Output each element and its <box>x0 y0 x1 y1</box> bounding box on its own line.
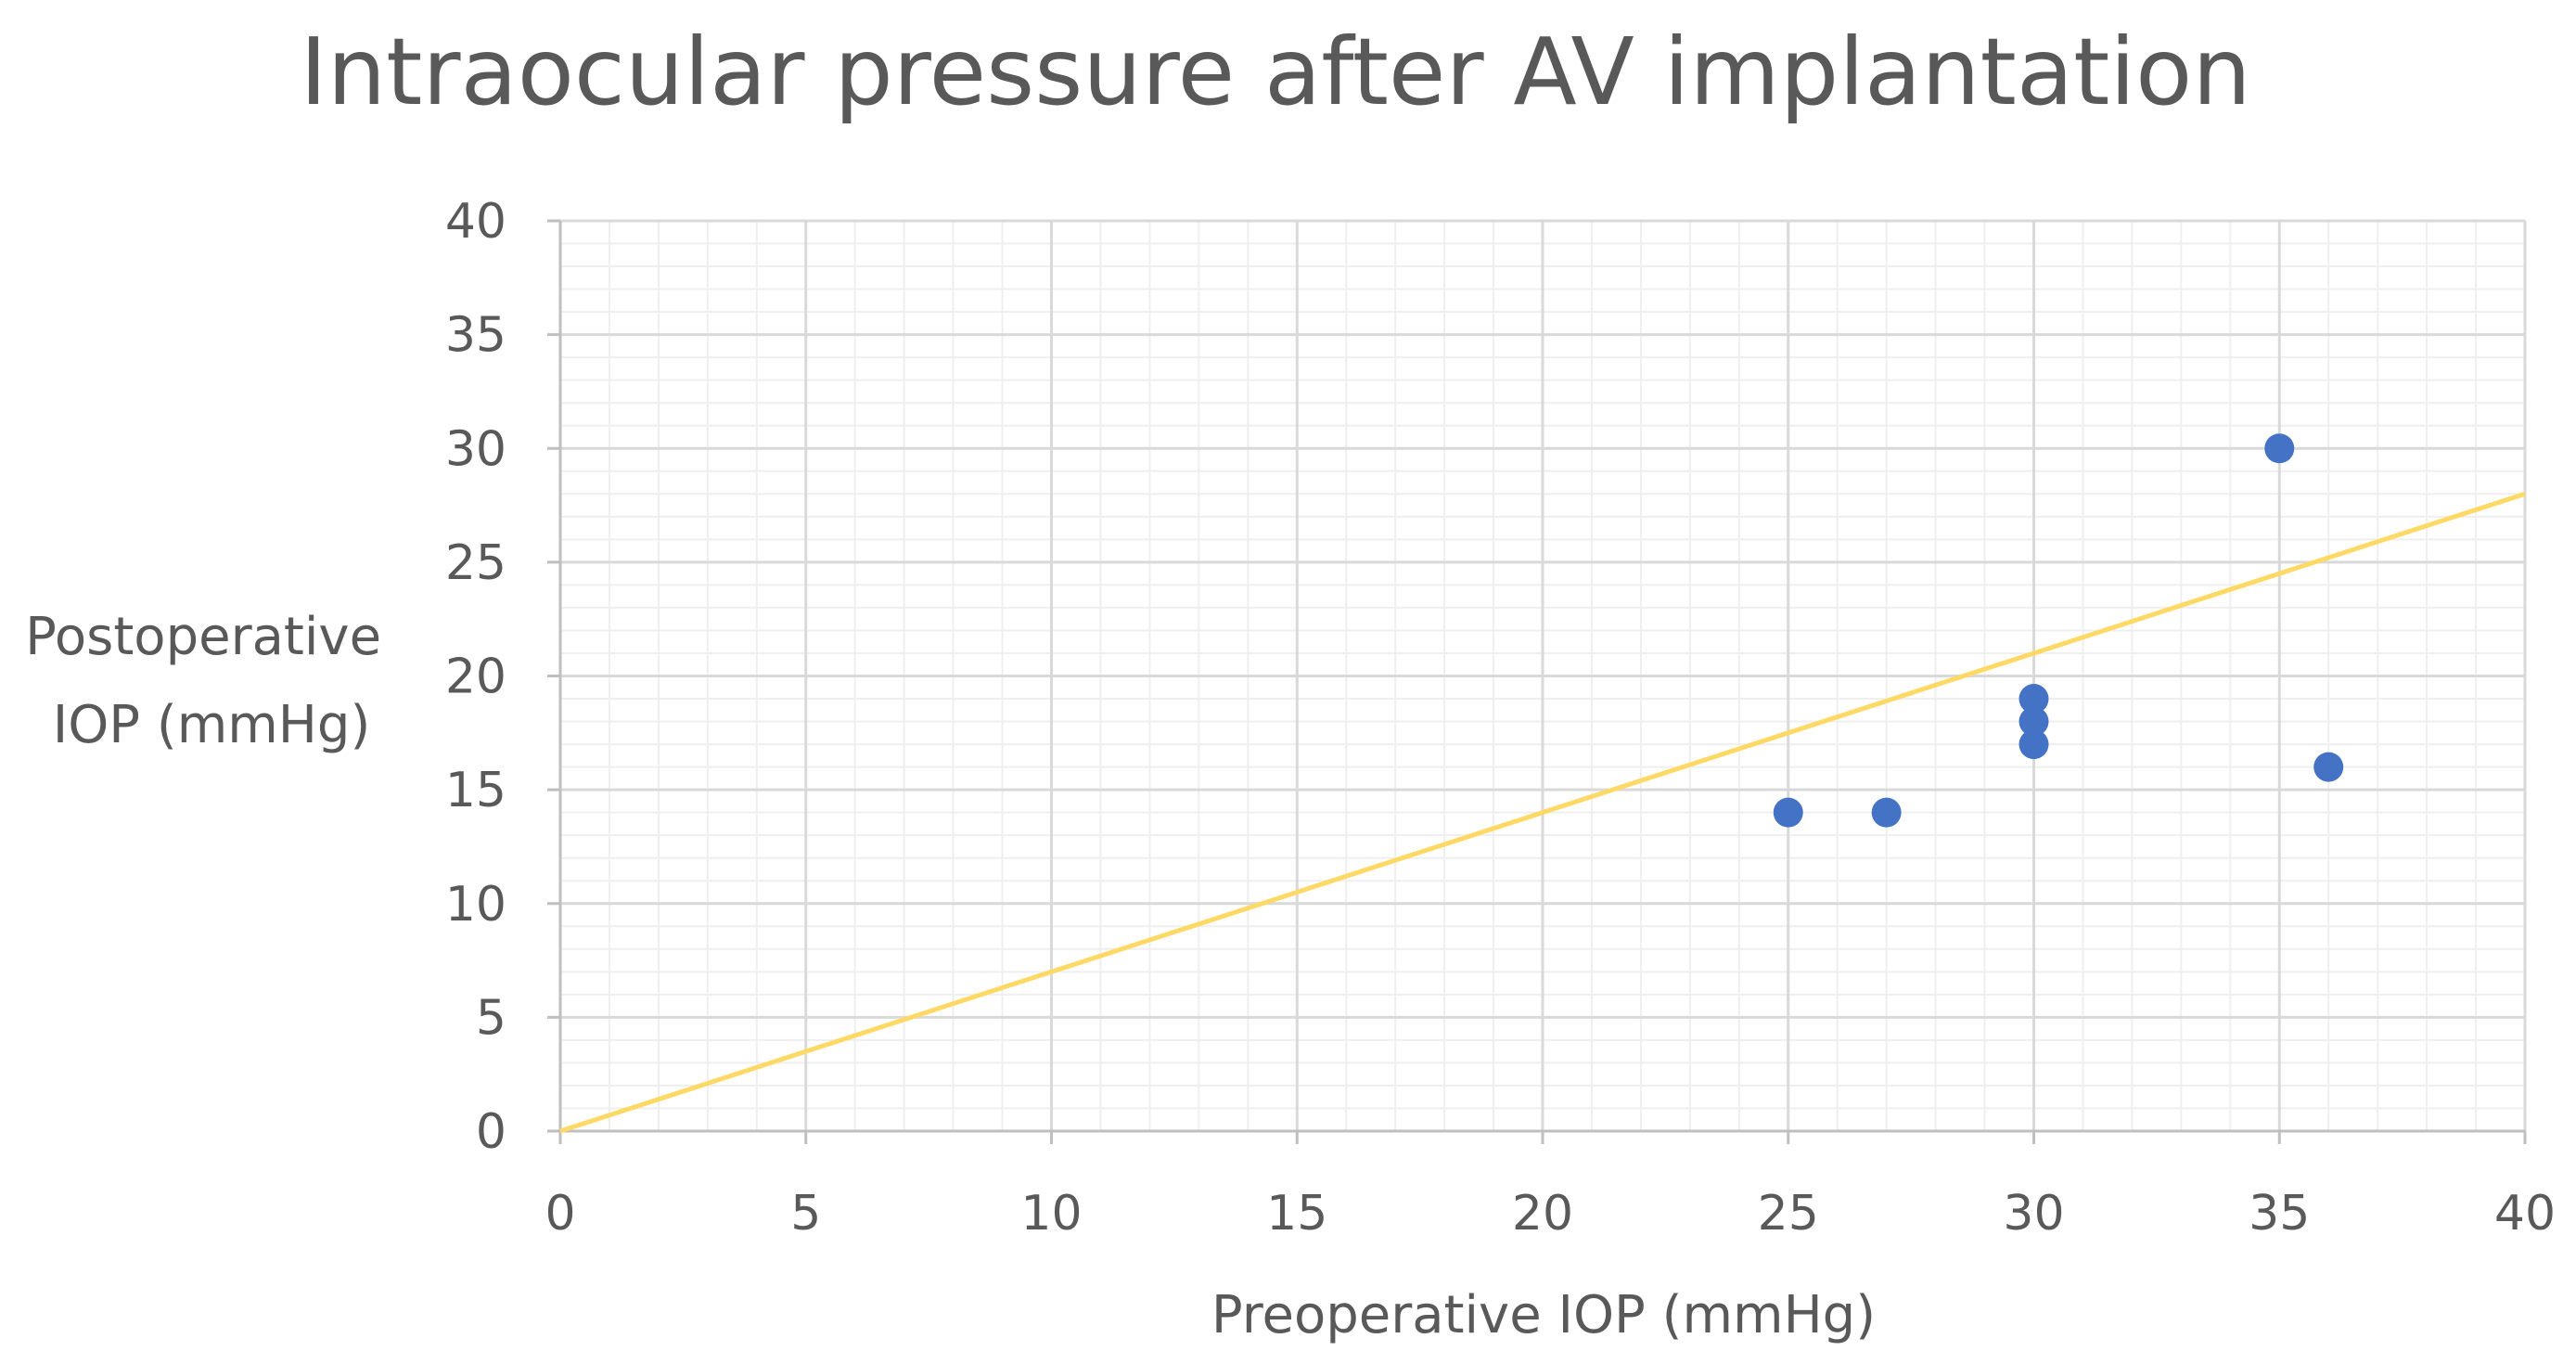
x-tick-label: 15 <box>1266 1186 1327 1242</box>
y-tick-label: 35 <box>445 308 506 364</box>
major-gridlines <box>560 219 2527 1131</box>
scatter-points-series <box>1773 433 2344 828</box>
axes <box>547 219 2527 1144</box>
x-tick-label: 5 <box>790 1186 821 1242</box>
y-axis-tick-labels: 0 5 10 15 20 25 30 35 40 <box>445 194 506 1160</box>
scatter-point <box>2264 433 2295 464</box>
y-tick-label: 10 <box>445 877 506 933</box>
x-tick-label: 0 <box>545 1186 575 1242</box>
chart-title: Intraocular pressure after AV implantati… <box>300 18 2250 126</box>
x-tick-label: 20 <box>1512 1186 1573 1242</box>
scatter-point <box>2019 729 2049 760</box>
scatter-point <box>1871 797 1902 828</box>
y-tick-label: 25 <box>445 535 506 591</box>
reference-line <box>559 491 2526 1134</box>
x-tick-label: 35 <box>2249 1186 2310 1242</box>
reference-line-series <box>559 491 2526 1134</box>
scatter-point <box>2019 706 2049 737</box>
y-tick-label: 15 <box>445 763 506 818</box>
x-tick-label: 25 <box>1758 1186 1819 1242</box>
y-axis-title-line-1: Postoperative <box>25 607 381 667</box>
scatter-point <box>2313 752 2344 782</box>
x-tick-label: 30 <box>2003 1186 2064 1242</box>
y-tick-label: 0 <box>476 1104 506 1160</box>
scatter-point <box>1773 797 1803 828</box>
y-tick-label: 5 <box>476 990 506 1046</box>
y-tick-label: 40 <box>445 194 506 250</box>
y-axis-title-line-2: IOP (mmHg) <box>53 695 371 755</box>
x-tick-label: 10 <box>1020 1186 1082 1242</box>
y-axis-title: Postoperative IOP (mmHg) <box>25 607 398 755</box>
y-tick-label: 30 <box>445 421 506 477</box>
y-tick-label: 20 <box>445 650 506 705</box>
x-axis-tick-labels: 0 5 10 15 20 25 30 35 40 <box>545 1186 2556 1242</box>
x-axis-title: Preoperative IOP (mmHg) <box>1211 1285 1876 1345</box>
scatter-point <box>2019 684 2049 714</box>
x-tick-label: 40 <box>2494 1186 2556 1242</box>
